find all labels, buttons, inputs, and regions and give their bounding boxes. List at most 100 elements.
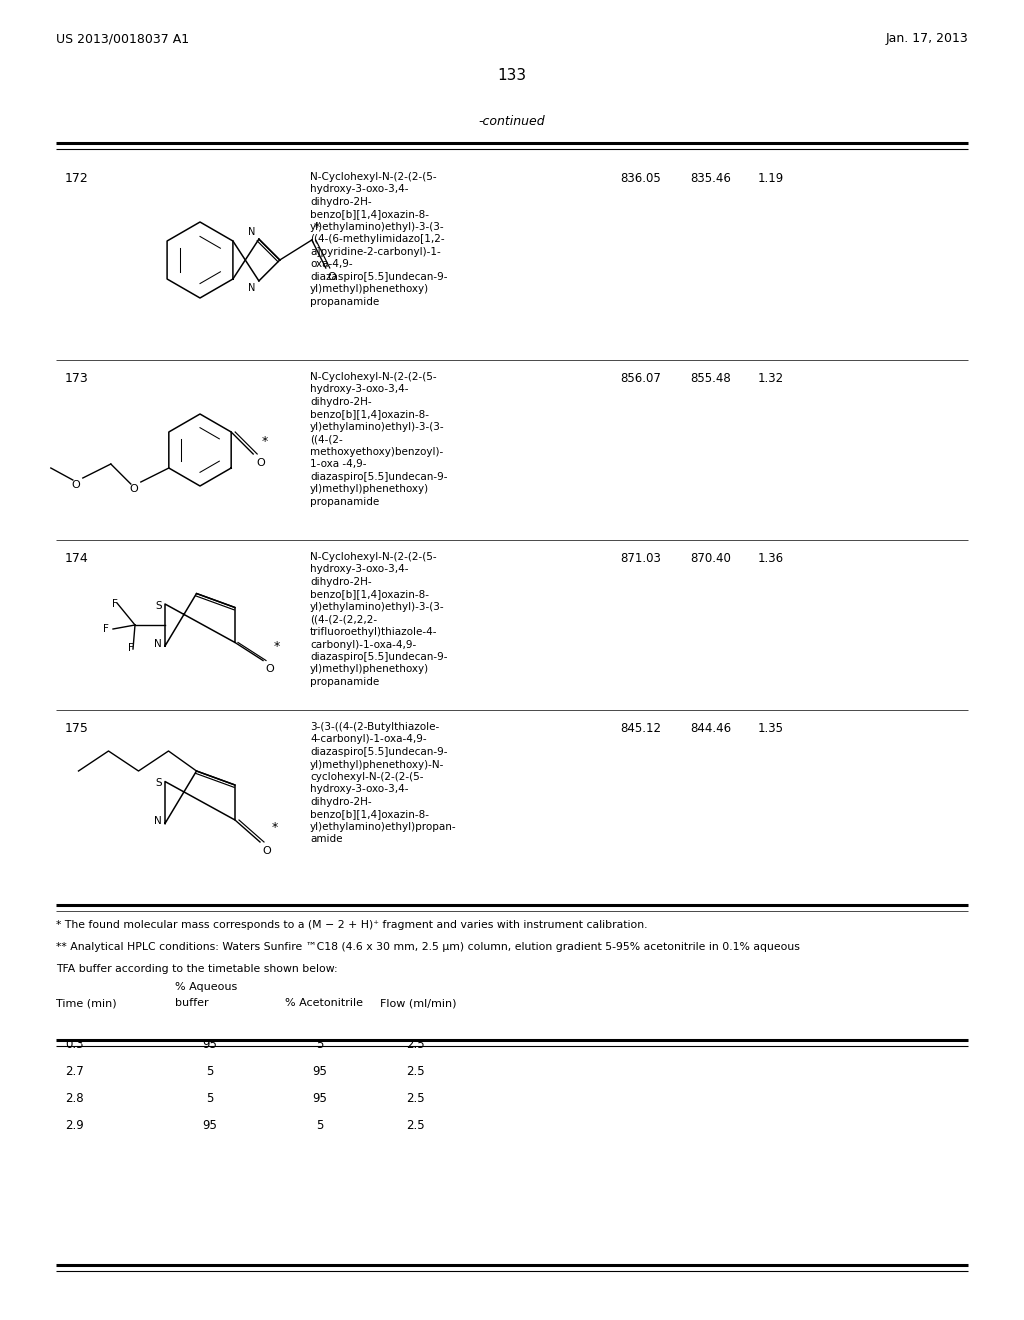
Text: benzo[b][1,4]oxazin-8-: benzo[b][1,4]oxazin-8-	[310, 210, 429, 219]
Text: 95: 95	[203, 1038, 217, 1051]
Text: 836.05: 836.05	[620, 172, 660, 185]
Text: ((4-(2-: ((4-(2-	[310, 434, 343, 445]
Text: O: O	[71, 480, 80, 490]
Text: O: O	[129, 484, 138, 494]
Text: diazaspiro[5.5]undecan-9-: diazaspiro[5.5]undecan-9-	[310, 272, 447, 282]
Text: 845.12: 845.12	[620, 722, 662, 735]
Text: 5: 5	[316, 1038, 324, 1051]
Text: yl)ethylamino)ethyl)propan-: yl)ethylamino)ethyl)propan-	[310, 822, 457, 832]
Text: yl)methyl)phenethoxy)-N-: yl)methyl)phenethoxy)-N-	[310, 759, 444, 770]
Text: dihydro-2H-: dihydro-2H-	[310, 197, 372, 207]
Text: N: N	[155, 639, 162, 649]
Text: 3-(3-((4-(2-Butylthiazole-: 3-(3-((4-(2-Butylthiazole-	[310, 722, 439, 733]
Text: % Acetonitrile: % Acetonitrile	[285, 998, 362, 1008]
Text: ((4-(6-methylimidazo[1,2-: ((4-(6-methylimidazo[1,2-	[310, 235, 444, 244]
Text: S: S	[156, 779, 162, 788]
Text: diazaspiro[5.5]undecan-9-: diazaspiro[5.5]undecan-9-	[310, 652, 447, 663]
Text: -continued: -continued	[478, 115, 546, 128]
Text: trifluoroethyl)thiazole-4-: trifluoroethyl)thiazole-4-	[310, 627, 437, 638]
Text: yl)ethylamino)ethyl)-3-(3-: yl)ethylamino)ethyl)-3-(3-	[310, 602, 444, 612]
Text: Flow (ml/min): Flow (ml/min)	[380, 998, 457, 1008]
Text: diazaspiro[5.5]undecan-9-: diazaspiro[5.5]undecan-9-	[310, 747, 447, 756]
Text: dihydro-2H-: dihydro-2H-	[310, 397, 372, 407]
Text: a]pyridine-2-carbonyl)-1-: a]pyridine-2-carbonyl)-1-	[310, 247, 440, 257]
Text: Jan. 17, 2013: Jan. 17, 2013	[886, 32, 968, 45]
Text: O: O	[265, 664, 273, 675]
Text: 95: 95	[203, 1119, 217, 1133]
Text: benzo[b][1,4]oxazin-8-: benzo[b][1,4]oxazin-8-	[310, 809, 429, 820]
Text: methoxyethoxy)benzoyl)-: methoxyethoxy)benzoyl)-	[310, 447, 443, 457]
Text: 871.03: 871.03	[620, 552, 660, 565]
Text: N-Cyclohexyl-N-(2-(2-(5-: N-Cyclohexyl-N-(2-(2-(5-	[310, 372, 436, 381]
Text: Time (min): Time (min)	[56, 998, 117, 1008]
Text: N: N	[248, 227, 255, 238]
Text: hydroxy-3-oxo-3,4-: hydroxy-3-oxo-3,4-	[310, 784, 409, 795]
Text: yl)ethylamino)ethyl)-3-(3-: yl)ethylamino)ethyl)-3-(3-	[310, 222, 444, 232]
Text: 2.7: 2.7	[65, 1065, 83, 1078]
Text: 2.5: 2.5	[406, 1119, 424, 1133]
Text: oxa-4,9-: oxa-4,9-	[310, 260, 352, 269]
Text: dihydro-2H-: dihydro-2H-	[310, 797, 372, 807]
Text: yl)methyl)phenethoxy): yl)methyl)phenethoxy)	[310, 285, 429, 294]
Text: 2.5: 2.5	[406, 1092, 424, 1105]
Text: carbonyl)-1-oxa-4,9-: carbonyl)-1-oxa-4,9-	[310, 639, 416, 649]
Text: 172: 172	[65, 172, 89, 185]
Text: 2.5: 2.5	[406, 1065, 424, 1078]
Text: 4-carbonyl)-1-oxa-4,9-: 4-carbonyl)-1-oxa-4,9-	[310, 734, 427, 744]
Text: 1-oxa -4,9-: 1-oxa -4,9-	[310, 459, 367, 470]
Text: propanamide: propanamide	[310, 498, 379, 507]
Text: 1.36: 1.36	[758, 552, 784, 565]
Text: 5: 5	[206, 1065, 214, 1078]
Text: propanamide: propanamide	[310, 677, 379, 686]
Text: propanamide: propanamide	[310, 297, 379, 308]
Text: * The found molecular mass corresponds to a (M − 2 + H)⁺ fragment and varies wit: * The found molecular mass corresponds t…	[56, 920, 647, 931]
Text: 870.40: 870.40	[690, 552, 731, 565]
Text: US 2013/0018037 A1: US 2013/0018037 A1	[56, 32, 189, 45]
Text: hydroxy-3-oxo-3,4-: hydroxy-3-oxo-3,4-	[310, 185, 409, 194]
Text: O: O	[328, 272, 337, 282]
Text: ** Analytical HPLC conditions: Waters Sunfire ™C18 (4.6 x 30 mm, 2.5 μm) column,: ** Analytical HPLC conditions: Waters Su…	[56, 942, 800, 952]
Text: ((4-(2-(2,2,2-: ((4-(2-(2,2,2-	[310, 615, 377, 624]
Text: hydroxy-3-oxo-3,4-: hydroxy-3-oxo-3,4-	[310, 565, 409, 574]
Text: benzo[b][1,4]oxazin-8-: benzo[b][1,4]oxazin-8-	[310, 409, 429, 420]
Text: F: F	[112, 599, 118, 609]
Text: % Aqueous: % Aqueous	[175, 982, 238, 993]
Text: 133: 133	[498, 69, 526, 83]
Text: hydroxy-3-oxo-3,4-: hydroxy-3-oxo-3,4-	[310, 384, 409, 395]
Text: 174: 174	[65, 552, 89, 565]
Text: amide: amide	[310, 834, 342, 845]
Text: 855.48: 855.48	[690, 372, 731, 385]
Text: diazaspiro[5.5]undecan-9-: diazaspiro[5.5]undecan-9-	[310, 473, 447, 482]
Text: *: *	[273, 640, 281, 653]
Text: 2.9: 2.9	[65, 1119, 83, 1133]
Text: F: F	[103, 624, 109, 634]
Text: 95: 95	[312, 1092, 328, 1105]
Text: 2.8: 2.8	[65, 1092, 83, 1105]
Text: 1.32: 1.32	[758, 372, 784, 385]
Text: yl)methyl)phenethoxy): yl)methyl)phenethoxy)	[310, 484, 429, 495]
Text: O: O	[262, 846, 270, 855]
Text: 5: 5	[316, 1119, 324, 1133]
Text: buffer: buffer	[175, 998, 209, 1008]
Text: O: O	[256, 458, 265, 469]
Text: S: S	[156, 601, 162, 611]
Text: 175: 175	[65, 722, 89, 735]
Text: 1.35: 1.35	[758, 722, 784, 735]
Text: 856.07: 856.07	[620, 372, 660, 385]
Text: TFA buffer according to the timetable shown below:: TFA buffer according to the timetable sh…	[56, 964, 338, 974]
Text: *: *	[272, 821, 279, 834]
Text: 173: 173	[65, 372, 89, 385]
Text: benzo[b][1,4]oxazin-8-: benzo[b][1,4]oxazin-8-	[310, 590, 429, 599]
Text: 0.3: 0.3	[65, 1038, 83, 1051]
Text: *: *	[313, 222, 319, 235]
Text: cyclohexyl-N-(2-(2-(5-: cyclohexyl-N-(2-(2-(5-	[310, 772, 424, 781]
Text: N: N	[248, 282, 255, 293]
Text: 2.5: 2.5	[406, 1038, 424, 1051]
Text: N-Cyclohexyl-N-(2-(2-(5-: N-Cyclohexyl-N-(2-(2-(5-	[310, 172, 436, 182]
Text: 5: 5	[206, 1092, 214, 1105]
Text: *: *	[262, 436, 268, 449]
Text: yl)methyl)phenethoxy): yl)methyl)phenethoxy)	[310, 664, 429, 675]
Text: F: F	[128, 643, 134, 653]
Text: N-Cyclohexyl-N-(2-(2-(5-: N-Cyclohexyl-N-(2-(2-(5-	[310, 552, 436, 562]
Text: 1.19: 1.19	[758, 172, 784, 185]
